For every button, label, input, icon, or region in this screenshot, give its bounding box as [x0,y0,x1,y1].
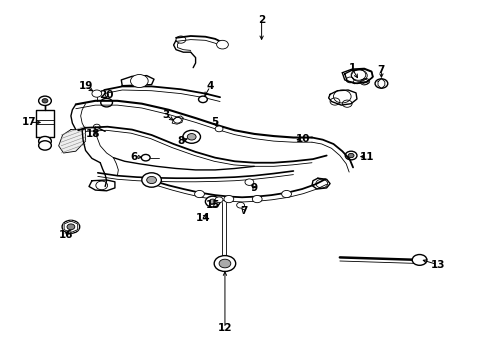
Polygon shape [377,78,384,89]
Circle shape [209,199,216,204]
Circle shape [347,153,353,158]
Text: 13: 13 [429,260,444,270]
Circle shape [374,79,387,88]
Text: 6: 6 [131,152,138,162]
Circle shape [187,134,196,140]
Circle shape [39,96,51,105]
Text: 1: 1 [348,63,355,73]
Circle shape [130,75,148,87]
Circle shape [214,256,235,271]
Circle shape [39,136,51,146]
Text: 5: 5 [211,117,218,127]
Text: 17: 17 [22,117,37,127]
Text: 9: 9 [250,183,257,193]
Text: 15: 15 [205,200,220,210]
Circle shape [183,130,200,143]
Polygon shape [36,110,54,137]
Circle shape [345,151,356,160]
Circle shape [62,220,80,233]
Circle shape [146,176,156,184]
Circle shape [141,154,150,161]
Circle shape [216,40,228,49]
Circle shape [67,224,75,230]
Text: 4: 4 [206,81,214,91]
Text: 19: 19 [78,81,93,91]
Circle shape [252,195,262,203]
Text: 3: 3 [163,110,169,120]
Polygon shape [328,90,356,105]
Circle shape [411,255,426,265]
Text: 2: 2 [258,15,264,25]
Circle shape [93,124,100,129]
Circle shape [219,259,230,268]
Polygon shape [89,180,115,191]
Text: 12: 12 [217,323,232,333]
Polygon shape [121,76,154,86]
Circle shape [224,195,233,203]
Circle shape [244,179,253,185]
Text: 14: 14 [195,213,210,223]
Text: 7: 7 [239,206,247,216]
Polygon shape [172,116,183,124]
Circle shape [42,99,48,103]
Circle shape [281,190,291,198]
Text: 18: 18 [85,129,100,139]
Polygon shape [64,221,78,233]
Polygon shape [342,68,372,84]
Circle shape [142,173,161,187]
Circle shape [194,190,204,198]
Circle shape [215,126,223,132]
Circle shape [176,36,185,43]
Polygon shape [59,130,85,153]
Text: 16: 16 [59,230,73,240]
Circle shape [236,202,244,208]
Text: 11: 11 [359,152,373,162]
Polygon shape [311,178,329,189]
Circle shape [101,98,112,107]
Circle shape [205,196,220,207]
Text: 8: 8 [177,136,184,146]
Text: 7: 7 [377,65,385,75]
Circle shape [39,141,51,150]
Text: 10: 10 [295,134,310,144]
Text: 20: 20 [99,90,114,100]
Circle shape [92,90,102,97]
Polygon shape [344,69,372,84]
Circle shape [198,96,207,103]
Circle shape [215,197,223,203]
